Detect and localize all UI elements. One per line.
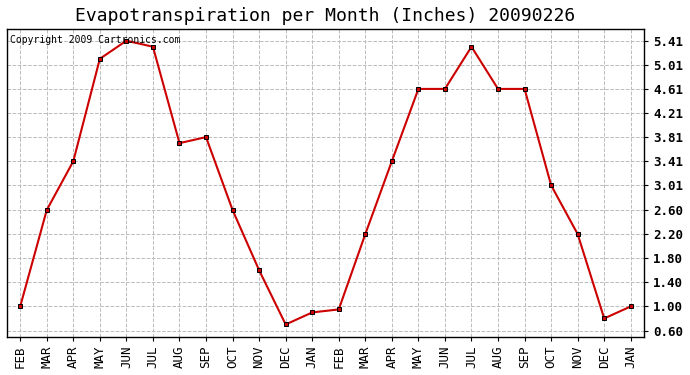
Text: Copyright 2009 Cartronics.com: Copyright 2009 Cartronics.com bbox=[10, 35, 181, 45]
Title: Evapotranspiration per Month (Inches) 20090226: Evapotranspiration per Month (Inches) 20… bbox=[75, 7, 575, 25]
